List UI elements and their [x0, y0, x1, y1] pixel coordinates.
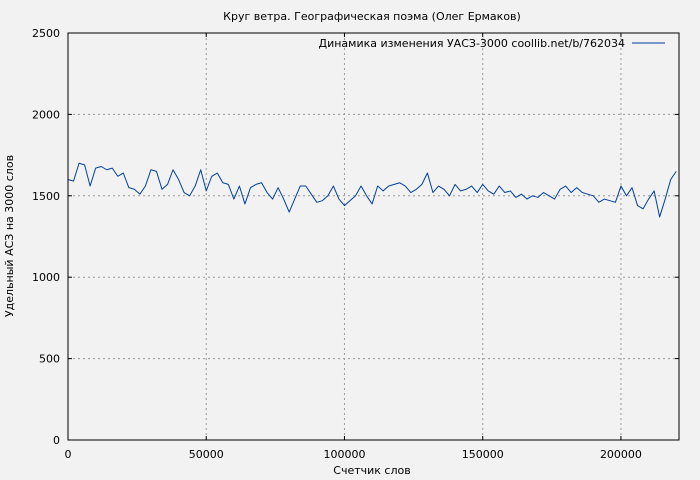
series-lines: [67, 162, 677, 218]
y-tick-label: 2000: [32, 108, 60, 121]
y-tick-label: 500: [39, 353, 60, 366]
plot-frame: [67, 32, 680, 441]
y-axis-label: Удельный АСЗ на 3000 слов: [3, 155, 16, 317]
x-axis-label: Счетчик слов: [333, 464, 410, 477]
grid: [68, 33, 679, 440]
y-tick-label: 2500: [32, 27, 60, 40]
chart-title: Круг ветра. Географическая поэма (Олег Е…: [223, 10, 521, 23]
x-tick-label: 150000: [462, 448, 504, 461]
series-line: [67, 162, 677, 218]
plot-area: [68, 33, 679, 440]
axis-ticks: 0 500 1000 1500 2000 2500 0 50000 100000 150000 20…: [32, 27, 679, 461]
x-tick-label: 200000: [600, 448, 642, 461]
y-tick-label: 1000: [32, 271, 60, 284]
legend-label: Динамика изменения УАСЗ-3000 coollib.net…: [319, 37, 626, 50]
x-tick-label: 0: [65, 448, 72, 461]
legend: Динамика изменения УАСЗ-3000 coollib.net…: [319, 37, 665, 50]
y-tick-label: 0: [53, 434, 60, 447]
y-tick-label: 1500: [32, 190, 60, 203]
x-tick-label: 100000: [323, 448, 365, 461]
x-tick-label: 50000: [189, 448, 224, 461]
